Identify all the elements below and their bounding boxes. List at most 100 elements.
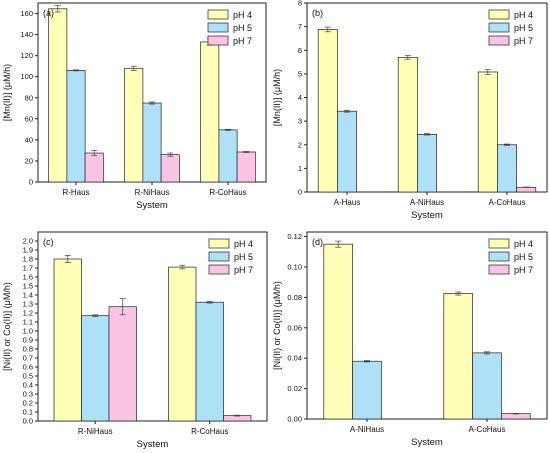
- bar: [195, 301, 224, 422]
- y-tick-label: 1.7: [23, 264, 33, 273]
- bar: [48, 8, 68, 183]
- bar: [142, 102, 162, 183]
- legend-swatch: [207, 9, 229, 20]
- x-tick-label: A-NiHaus: [350, 425, 384, 434]
- legend-swatch: [488, 238, 510, 249]
- x-tick-label: A-CoHaus: [469, 425, 506, 434]
- y-tick-label: 1.9: [23, 246, 33, 255]
- y-tick-label: 0.06: [287, 323, 302, 332]
- legend-label: pH 7: [234, 265, 253, 275]
- x-axis-label: System: [136, 200, 168, 211]
- legend-swatch: [208, 238, 230, 249]
- y-tick-label: 120: [20, 51, 33, 60]
- legend-label: pH 7: [514, 36, 533, 46]
- y-tick-label: 1.0: [23, 327, 33, 336]
- x-axis-label: System: [411, 437, 443, 448]
- x-tick-label: R-CoHaus: [209, 188, 246, 197]
- y-tick-label: 1.5: [23, 282, 33, 291]
- x-tick-label: A-Haus: [334, 198, 361, 207]
- y-tick-label: 0.10: [287, 262, 302, 271]
- legend-label: pH 4: [514, 10, 533, 20]
- y-axis-label: [Ni(II) or Co(II)] (μM/h): [272, 281, 282, 370]
- x-axis-label: System: [411, 210, 443, 221]
- y-tick-label: 1.8: [23, 255, 33, 264]
- y-tick-label: 0: [298, 188, 302, 197]
- y-tick-label: 0.04: [287, 354, 302, 363]
- y-tick-label: 1.3: [23, 300, 33, 309]
- bar: [472, 352, 502, 420]
- bar: [501, 413, 531, 420]
- y-tick-label: 0.2: [23, 399, 33, 408]
- y-tick-label: 160: [20, 9, 33, 18]
- x-tick-label: R-Haus: [62, 188, 89, 197]
- plot-frame: [37, 231, 268, 422]
- bar: [84, 152, 104, 183]
- y-tick-label: 1.4: [23, 291, 33, 300]
- y-tick-label: 0.08: [287, 293, 302, 302]
- bar: [516, 186, 537, 193]
- y-tick-label: 0.6: [23, 363, 33, 372]
- y-tick-label: 0.4: [23, 381, 33, 390]
- y-tick-label: 1.2: [23, 309, 33, 318]
- bar: [218, 129, 238, 183]
- y-tick-label: 60: [25, 114, 33, 123]
- chart-panel-4: 0.00 0.02 0.04 0.06 0.08 0.10 0.12 A-NiHaus A-Co…: [272, 231, 548, 448]
- y-tick-label: 6: [298, 46, 302, 55]
- bar: [337, 110, 357, 193]
- y-tick-label: 80: [25, 93, 33, 102]
- y-tick-label: 140: [20, 30, 33, 39]
- x-axis-label: System: [137, 439, 169, 450]
- bar: [477, 71, 498, 193]
- y-tick-label: 0.12: [287, 232, 302, 241]
- legend-swatch: [207, 22, 229, 33]
- panel-label: (b): [312, 8, 323, 18]
- y-tick-label: 7: [298, 22, 302, 31]
- legend-swatch: [207, 35, 229, 46]
- panel-label: (a): [43, 8, 54, 18]
- bar: [497, 144, 517, 193]
- panel-label: (c): [43, 237, 54, 247]
- legend-swatch: [208, 264, 230, 275]
- x-tick-label: R-NiHaus: [78, 427, 113, 436]
- y-axis-label: [Ni(II) or Co(II)] (μM/h): [2, 282, 12, 371]
- legend-label: pH 5: [233, 23, 252, 33]
- y-tick-label: 20: [25, 156, 33, 165]
- bar: [168, 266, 197, 422]
- x-tick-label: A-CoHaus: [489, 198, 526, 207]
- legend-swatch: [488, 264, 510, 275]
- chart-panel-1: 0 20 40 60 80 100 120 140 160 R-Haus R-NiHaus R-CoH…: [2, 2, 267, 211]
- bar: [160, 154, 180, 183]
- y-tick-label: 0.02: [287, 384, 302, 393]
- legend-label: pH 7: [233, 36, 252, 46]
- y-tick-label: 0: [29, 178, 33, 187]
- y-tick-label: 0.9: [23, 336, 33, 345]
- legend-swatch: [488, 9, 510, 20]
- legend-label: pH 7: [514, 265, 533, 275]
- bar: [108, 306, 137, 422]
- legend-label: pH 5: [514, 23, 533, 33]
- y-tick-label: 0.0: [23, 417, 33, 426]
- y-tick-label: 3: [298, 117, 302, 126]
- y-tick-label: 0.5: [23, 372, 33, 381]
- chart-panel-3: 0.00.10.20.30.40.50.60.70.80.91.01.11.21…: [2, 231, 268, 450]
- legend-swatch: [488, 251, 510, 262]
- plot-frame: [306, 231, 548, 420]
- bar: [397, 56, 418, 193]
- bar: [317, 29, 338, 193]
- y-tick-label: 2.0: [23, 237, 33, 246]
- legend-label: pH 4: [514, 239, 533, 249]
- y-tick-label: 100: [20, 72, 33, 81]
- bar: [323, 243, 353, 420]
- y-tick-label: 5: [298, 69, 302, 78]
- bar: [352, 360, 382, 420]
- y-tick-label: 0.8: [23, 345, 33, 354]
- legend-label: pH 5: [234, 252, 253, 262]
- panel-label: (d): [312, 237, 323, 247]
- y-tick-label: 0.00: [287, 415, 302, 424]
- x-tick-label: A-NiHaus: [410, 198, 444, 207]
- legend-swatch: [488, 22, 510, 33]
- y-tick-label: 1: [298, 164, 302, 173]
- y-tick-label: 2: [298, 140, 302, 149]
- chart-panel-2: 0 1 2 3 4 5 6 7 8 A-Haus A-NiHaus A-CoHaus System [Mn…: [272, 0, 548, 221]
- x-tick-label: R-NiHaus: [135, 188, 170, 197]
